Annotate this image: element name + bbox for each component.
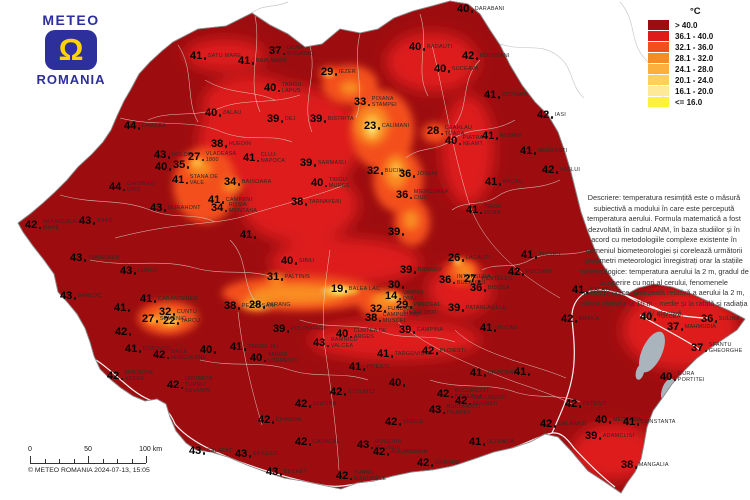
logo-text-romania: ROMANIA <box>36 72 106 87</box>
scalebar-label: 50 <box>84 446 92 453</box>
legend-items: > 40.0 36.1 - 40.0 32.1 - 36.0 28.1 - 32.0 2… <box>648 20 713 107</box>
legend-swatch <box>648 75 669 85</box>
legend-swatch <box>648 31 669 41</box>
legend-swatch <box>648 53 669 63</box>
copyright-text: © METEO ROMANIA 2024-07-13, 15:05 <box>28 467 150 474</box>
legend-item: 16.1 - 20.0 <box>648 86 713 96</box>
meteo-romania-logo: METEO Ω ROMANIA <box>24 10 118 91</box>
scalebar-tick <box>88 456 89 463</box>
legend-label: 20.1 - 24.0 <box>675 75 714 85</box>
map-scale-bar: 0 50 100 km <box>28 446 162 464</box>
romania-border-stroke <box>17 0 746 494</box>
meteo-logo-mark-icon: Ω <box>45 30 97 70</box>
temp-zone-below-16 <box>336 288 395 299</box>
scalebar-labels: 0 50 100 km <box>28 446 162 455</box>
scalebar-label: 100 km <box>139 446 163 453</box>
scalebar-tick <box>117 459 118 463</box>
legend-swatch <box>648 20 669 30</box>
scalebar-label: 0 <box>28 446 32 453</box>
scalebar-tick <box>131 459 133 463</box>
legend-label: <= 16.0 <box>675 97 703 107</box>
legend-item: 24.1 - 28.0 <box>648 64 713 74</box>
legend-label: > 40.0 <box>675 20 698 30</box>
legend-label: 24.1 - 28.0 <box>675 64 714 74</box>
legend-label: 36.1 - 40.0 <box>675 31 714 41</box>
legend-label: 28.1 - 32.0 <box>675 53 714 63</box>
legend-swatch <box>648 64 669 74</box>
legend-swatch <box>648 97 669 107</box>
legend-label: 32.1 - 36.0 <box>675 42 714 52</box>
legend-item: 36.1 - 40.0 <box>648 31 713 41</box>
legend-item: <= 16.0 <box>648 97 713 107</box>
scalebar-tick <box>102 459 104 463</box>
scalebar-tick <box>146 456 147 463</box>
legend-item: > 40.0 <box>648 20 713 30</box>
logo-text-meteo: METEO <box>42 12 100 28</box>
scalebar-tick <box>30 456 31 463</box>
omega-sun-icon: Ω <box>58 31 84 67</box>
scalebar-tick <box>44 459 46 463</box>
legend-item: 20.1 - 24.0 <box>648 75 713 85</box>
temperature-legend: °C > 40.0 36.1 - 40.0 32.1 - 36.0 28.1 - 32… <box>648 6 713 108</box>
scalebar-tick <box>73 459 75 463</box>
legend-title: °C <box>690 6 701 17</box>
description-text: Descriere: temperatura resimțită este o … <box>579 193 749 319</box>
legend-swatch <box>648 42 669 52</box>
legend-swatch <box>648 86 669 96</box>
legend-item: 32.1 - 36.0 <box>648 42 713 52</box>
scalebar-tick <box>59 459 60 463</box>
scalebar-bar <box>30 455 147 464</box>
legend-label: 16.1 - 20.0 <box>675 86 714 96</box>
county-borders <box>59 13 591 403</box>
legend-item: 28.1 - 32.0 <box>648 53 713 63</box>
